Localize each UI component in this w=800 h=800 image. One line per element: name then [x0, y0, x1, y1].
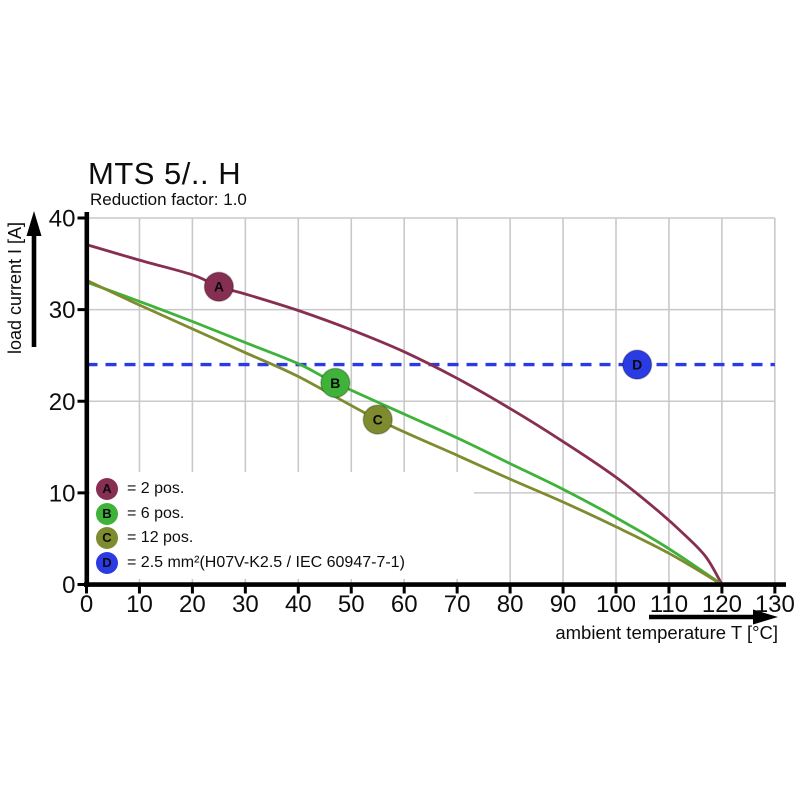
- legend-item-d: D = 2.5 mm²(H07V-K2.5 / IEC 60947-7-1): [96, 551, 474, 576]
- y-axis-arrow-icon: [26, 211, 42, 347]
- marker-D: [621, 349, 653, 380]
- legend-label-c: = 12 pos.: [127, 529, 194, 547]
- legend-label-b: = 6 pos.: [127, 504, 185, 522]
- x-tick-label-80: 80: [497, 591, 524, 618]
- x-tick-label-30: 30: [232, 591, 259, 618]
- x-tick-label-10: 10: [126, 591, 153, 618]
- x-tick-label-50: 50: [338, 591, 365, 618]
- legend-item-a: A = 2 pos.: [96, 477, 474, 502]
- y-tick-label-40: 40: [49, 206, 76, 233]
- x-tick-label-110: 110: [650, 591, 688, 618]
- marker-B: [320, 367, 351, 399]
- legend-marker-d-icon: D: [96, 552, 118, 575]
- x-tick-label-120: 120: [702, 591, 742, 618]
- x-tick-label-0: 0: [80, 591, 93, 618]
- x-tick-label-40: 40: [285, 591, 312, 618]
- curve-C: [85, 279, 723, 586]
- marker-C: [362, 404, 393, 435]
- y-tick-label-30: 30: [49, 297, 76, 324]
- x-tick-label-90: 90: [550, 591, 577, 618]
- x-tick-label-70: 70: [444, 591, 471, 618]
- legend-item-b: B = 6 pos.: [96, 502, 474, 527]
- legend-marker-a-icon: A: [96, 478, 118, 501]
- curve-B: [86, 280, 723, 586]
- legend-label-a: = 2 pos.: [127, 480, 185, 498]
- legend: A = 2 pos. B = 6 pos. C = 12 pos. D = 2.…: [90, 472, 474, 580]
- marker-letter-A: A: [214, 279, 224, 295]
- legend-label-d: = 2.5 mm²(H07V-K2.5 / IEC 60947-7-1): [127, 554, 405, 572]
- marker-letter-B: B: [330, 375, 340, 391]
- marker-A: [203, 271, 235, 302]
- y-tick-label-10: 10: [49, 480, 76, 507]
- y-tick-label-0: 0: [62, 572, 75, 599]
- x-tick-label-130: 130: [755, 591, 795, 618]
- x-axis-label: ambient temperature T [°C]: [555, 622, 778, 643]
- chart-subtitle: Reduction factor: 1.0: [90, 190, 247, 209]
- x-tick-label-20: 20: [179, 591, 206, 618]
- x-axis-arrow-icon: [649, 609, 778, 625]
- x-tick-label-60: 60: [391, 591, 418, 618]
- legend-item-c: C = 12 pos.: [96, 526, 474, 551]
- legend-marker-c-icon: C: [96, 527, 118, 550]
- y-tick-label-20: 20: [49, 389, 76, 416]
- legend-marker-b-icon: B: [96, 502, 118, 525]
- chart-title: MTS 5/.. H: [88, 156, 242, 191]
- x-tick-label-100: 100: [596, 591, 636, 618]
- marker-letter-C: C: [373, 412, 383, 428]
- marker-letter-D: D: [632, 357, 642, 373]
